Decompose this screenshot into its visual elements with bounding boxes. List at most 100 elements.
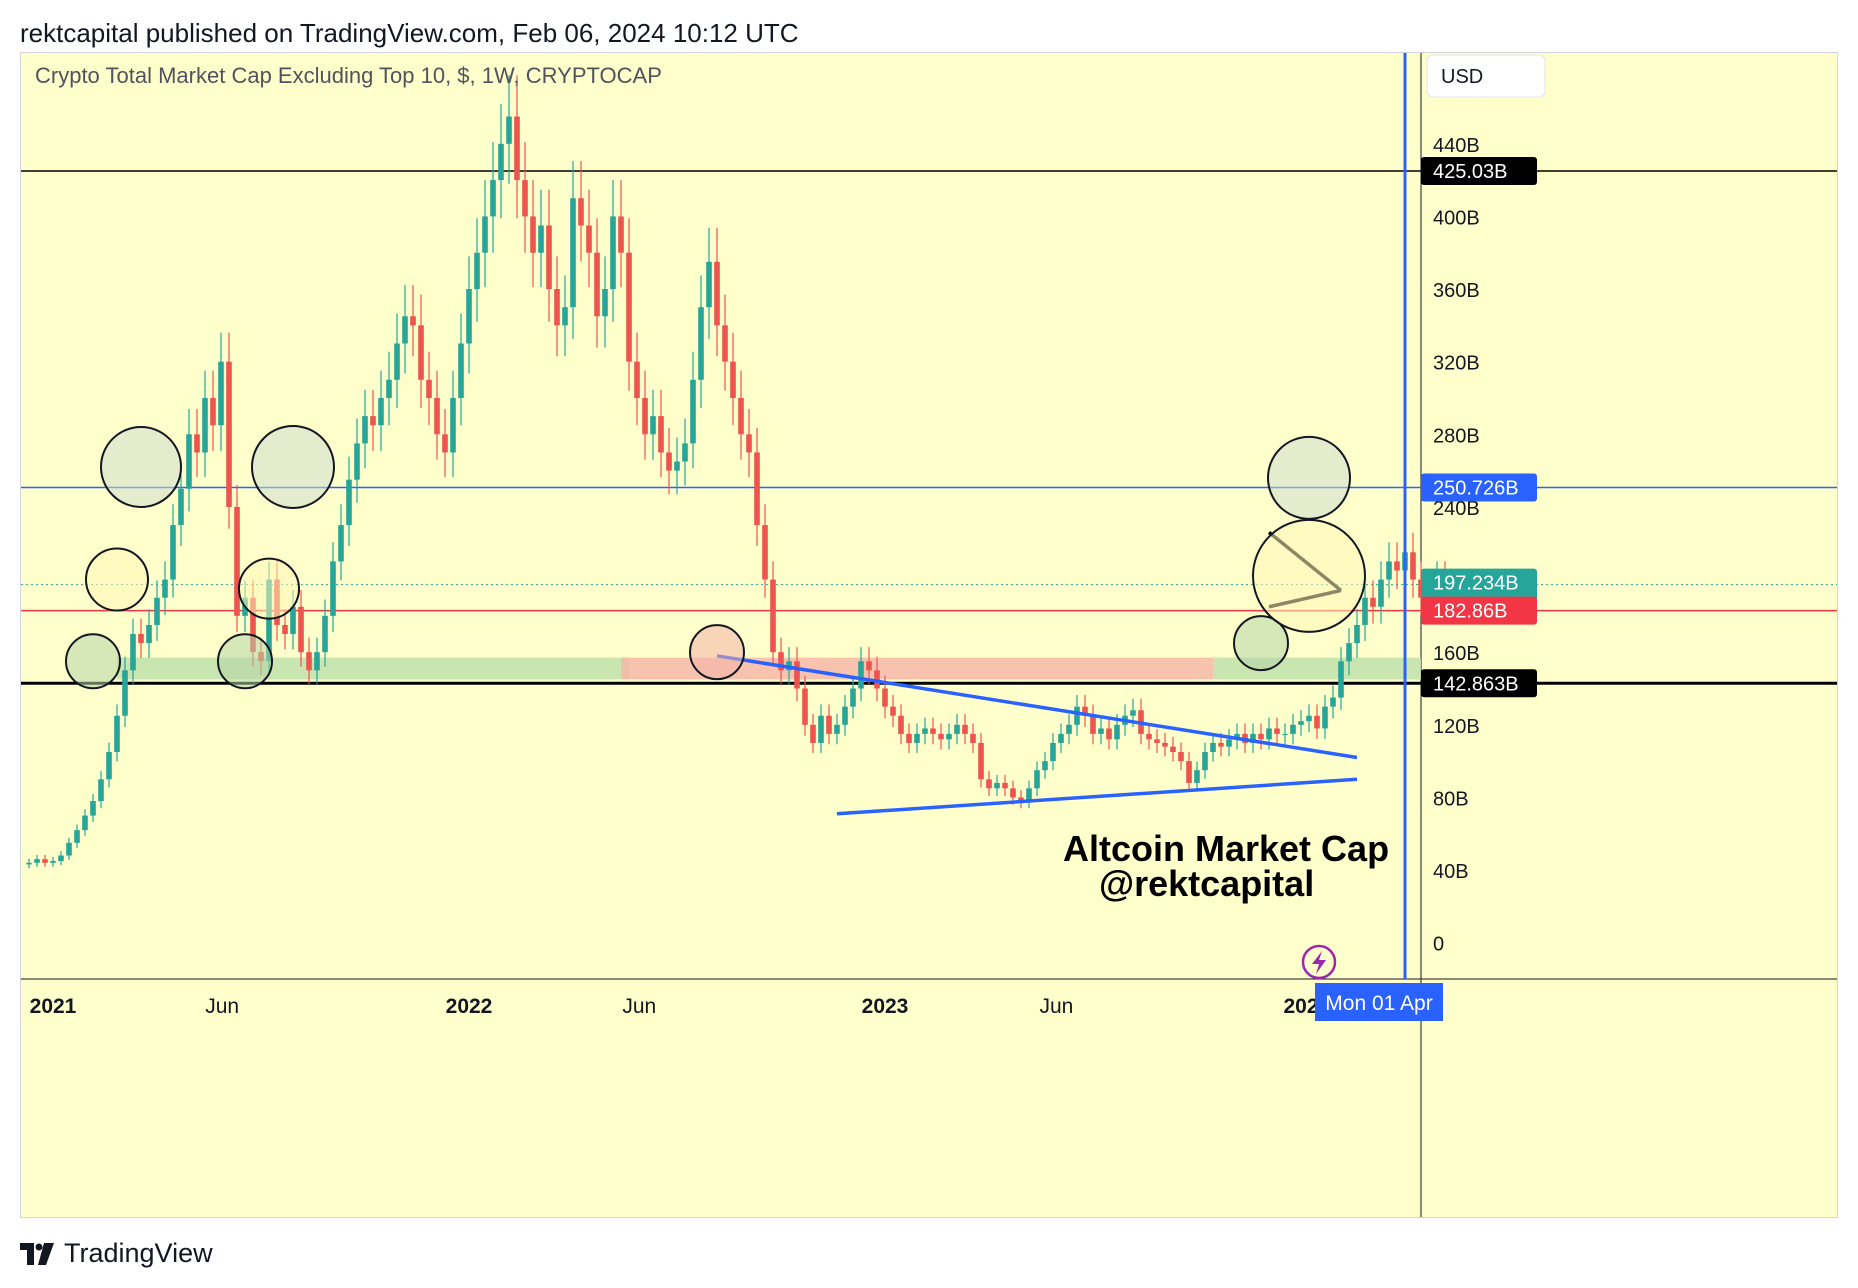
price-label-text: 250.726B xyxy=(1433,477,1519,499)
crosshair-date-label: Mon 01 Apr xyxy=(1315,983,1443,1021)
candle-body xyxy=(778,652,784,671)
candle-body xyxy=(1274,728,1280,734)
candle-body xyxy=(1082,706,1088,716)
candle-body xyxy=(642,397,648,435)
candle-body xyxy=(1370,597,1376,607)
candle-body xyxy=(386,379,392,398)
candle xyxy=(1322,694,1328,740)
candle xyxy=(58,851,64,866)
candle-body xyxy=(1210,742,1216,753)
candle xyxy=(866,647,872,684)
candle-body xyxy=(1218,742,1224,747)
candle-body xyxy=(322,615,328,653)
candle-body xyxy=(1010,788,1016,798)
candle xyxy=(1146,723,1152,750)
candle xyxy=(170,504,176,598)
candle-body xyxy=(394,343,400,380)
lightning-icon[interactable] xyxy=(1301,944,1337,980)
price-label-0: 425.03B xyxy=(1421,156,1537,185)
candle-body xyxy=(402,316,408,344)
candle-body xyxy=(858,661,864,689)
candle xyxy=(1050,732,1056,771)
candle xyxy=(314,637,320,684)
candle xyxy=(162,561,168,615)
candle-body xyxy=(1146,733,1152,740)
candle xyxy=(130,618,136,684)
candle xyxy=(754,427,760,546)
price-label-text: 425.03B xyxy=(1433,161,1508,183)
candle-body xyxy=(122,670,128,716)
candle-body xyxy=(906,733,912,743)
candle xyxy=(146,609,152,659)
candle xyxy=(522,141,528,253)
candle xyxy=(1210,732,1216,762)
highlight-circle xyxy=(85,547,149,612)
candle-body xyxy=(666,452,672,471)
candle-body xyxy=(994,782,1000,789)
candle xyxy=(1018,790,1024,809)
candle-body xyxy=(370,416,376,426)
tradingview-brand: TradingView xyxy=(64,1238,213,1268)
tradingview-footer[interactable]: TradingView xyxy=(20,1238,213,1269)
price-label-text: 182.86B xyxy=(1433,601,1508,623)
candle xyxy=(490,141,496,253)
candle-body xyxy=(338,525,344,562)
candle-body xyxy=(1354,624,1360,644)
candle-body xyxy=(130,634,136,671)
candle xyxy=(330,542,336,633)
candle-body xyxy=(522,180,528,217)
candle-body xyxy=(98,779,104,802)
candlestick-chart[interactable]: Crypto Total Market Cap Excluding Top 10… xyxy=(21,53,1837,1217)
candle-body xyxy=(42,859,48,863)
candle-body xyxy=(1178,752,1184,762)
candle-body xyxy=(210,397,216,426)
candle xyxy=(1226,729,1232,757)
candle-body xyxy=(706,261,712,308)
candle-body xyxy=(162,579,168,598)
candle xyxy=(954,713,960,745)
candle xyxy=(858,647,864,702)
candle-body xyxy=(1058,733,1064,743)
candle xyxy=(994,774,1000,797)
candle xyxy=(42,854,48,867)
candle-body xyxy=(58,855,64,861)
candle-body xyxy=(1162,742,1168,747)
candle xyxy=(738,370,744,460)
candle-body xyxy=(146,624,152,644)
candle-body xyxy=(1338,661,1344,698)
candle-body xyxy=(682,443,688,462)
candle-body xyxy=(250,597,256,653)
candle xyxy=(1274,717,1280,745)
candle-body xyxy=(890,706,896,716)
candle xyxy=(362,389,368,469)
highlight-circle xyxy=(65,633,121,690)
candle xyxy=(690,351,696,469)
candle xyxy=(1066,713,1072,745)
y-tick-label: 160B xyxy=(1433,643,1480,665)
currency-selector[interactable]: USD xyxy=(1426,54,1546,98)
candle xyxy=(306,637,312,684)
candle xyxy=(1306,704,1312,733)
candle-body xyxy=(482,216,488,253)
candle-body xyxy=(442,434,448,453)
candle xyxy=(842,694,848,736)
candle xyxy=(474,218,480,322)
candle xyxy=(778,637,784,684)
candle xyxy=(1042,752,1048,779)
candle xyxy=(986,771,992,797)
candle xyxy=(1034,761,1040,797)
zone-green-0 xyxy=(117,657,629,680)
candle xyxy=(50,856,56,867)
candle xyxy=(370,389,376,452)
candle xyxy=(1194,761,1200,791)
candle-body xyxy=(874,670,880,689)
candle-body xyxy=(226,361,232,507)
candle xyxy=(1106,717,1112,750)
candle xyxy=(506,75,512,184)
candle-body xyxy=(114,715,120,753)
y-tick-label: 320B xyxy=(1433,353,1480,375)
candle xyxy=(1354,609,1360,659)
candle xyxy=(226,332,232,529)
candle xyxy=(634,332,640,426)
candle-body xyxy=(1298,721,1304,725)
